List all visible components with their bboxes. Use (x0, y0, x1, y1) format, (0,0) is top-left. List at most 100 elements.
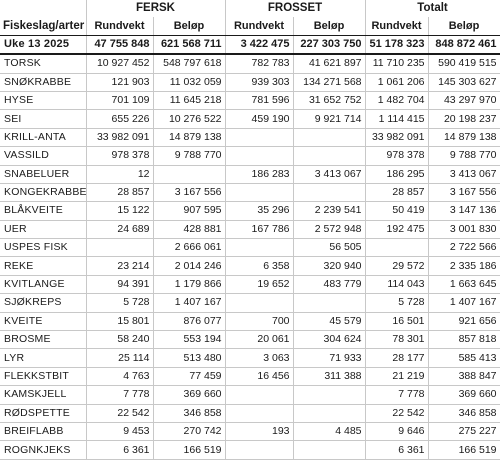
cell-frosset-belop: 311 388 (293, 367, 366, 387)
cell-totalt-belop: 388 847 (428, 367, 500, 387)
table-row: HYSE 701 109 11 645 218 781 596 31 652 752 1 … (0, 91, 500, 111)
cell-fersk-rundvekt: 25 114 (86, 348, 154, 368)
species-name: KVEITE (0, 312, 87, 332)
cell-totalt-rundvekt: 1 061 206 (365, 73, 429, 92)
cell-totalt-belop: 3 147 136 (428, 201, 500, 221)
species-name: KAMSKJELL (0, 385, 87, 405)
cell-fersk-rundvekt: 33 982 091 (86, 128, 154, 148)
cell-totalt-belop: 590 419 515 (428, 54, 500, 74)
species-name: SJØKREPS (0, 293, 87, 313)
cell-totalt-rundvekt: 28 857 (365, 183, 429, 203)
cell-totalt-belop: 2 722 566 (428, 238, 500, 258)
cell-totalt-belop: 43 297 970 (428, 91, 500, 111)
cell-fersk-belop: 2 014 246 (153, 256, 226, 276)
cell-fersk-belop: 548 797 618 (153, 54, 226, 74)
table-row: SEI 655 226 10 276 522 459 190 9 921 714 1 11… (0, 109, 500, 129)
cell-fersk-rundvekt: 10 927 452 (86, 54, 154, 74)
table-row: LYR 25 114 513 480 3 063 71 933 28 177 585 413 (0, 348, 500, 368)
cell-fersk-belop (153, 165, 226, 184)
species-name: KONGEKRABBE (0, 183, 87, 203)
species-name: BLÅKVEITE (0, 201, 87, 221)
cell-fersk-rundvekt: 9 453 (86, 422, 154, 442)
cell-fersk-belop: 10 276 522 (153, 109, 226, 129)
totals-row: Uke 13 2025 47 755 848 621 568 711 3 422… (0, 35, 500, 56)
cell-totalt-belop: 275 227 (428, 422, 500, 442)
group-header-row: FERSK FROSSET Totalt (0, 0, 500, 18)
species-name: KVITLANGE (0, 275, 87, 295)
cell-totalt-rundvekt: 28 177 (365, 348, 429, 368)
cell-fersk-belop: 369 660 (153, 385, 226, 405)
cell-frosset-belop: 2 239 541 (293, 201, 366, 221)
column-header-frosset-belop: Beløp (293, 17, 366, 36)
species-column-header: Fiskeslag/arter (0, 17, 87, 36)
cell-totalt-belop: 585 413 (428, 348, 500, 368)
cell-totalt-rundvekt: 33 982 091 (365, 128, 429, 148)
cell-totalt-rundvekt (365, 238, 429, 258)
cell-fersk-belop: 2 666 061 (153, 238, 226, 258)
total-totalt-rundvekt: 51 178 323 (365, 35, 429, 56)
cell-fersk-belop: 11 645 218 (153, 91, 226, 111)
cell-totalt-rundvekt: 29 572 (365, 256, 429, 276)
cell-totalt-belop: 2 335 186 (428, 256, 500, 276)
cell-frosset-rundvekt: 186 283 (225, 165, 294, 184)
cell-fersk-belop: 907 595 (153, 201, 226, 221)
cell-fersk-rundvekt (86, 238, 154, 258)
species-name: VASSILD (0, 146, 87, 166)
cell-frosset-rundvekt: 700 (225, 312, 294, 332)
cell-frosset-belop (293, 440, 366, 460)
cell-totalt-belop: 3 001 830 (428, 220, 500, 240)
species-name: HYSE (0, 91, 87, 111)
table-row: ROGNKJEKS 6 361 166 519 6 361 166 519 (0, 440, 500, 460)
cell-frosset-rundvekt: 193 (225, 422, 294, 442)
cell-fersk-belop: 876 077 (153, 312, 226, 332)
cell-frosset-rundvekt: 3 063 (225, 348, 294, 368)
cell-totalt-rundvekt: 6 361 (365, 440, 429, 460)
table-row: SNØKRABBE 121 903 11 032 059 939 303 134 271… (0, 73, 500, 92)
column-header-fersk-belop: Beløp (153, 17, 226, 36)
cell-frosset-belop (293, 293, 366, 313)
cell-fersk-rundvekt: 6 361 (86, 440, 154, 460)
cell-frosset-belop: 56 505 (293, 238, 366, 258)
cell-fersk-rundvekt: 655 226 (86, 109, 154, 129)
species-name: SNØKRABBE (0, 73, 87, 92)
species-name: UER (0, 220, 87, 240)
cell-frosset-belop: 304 624 (293, 330, 366, 350)
cell-frosset-belop: 483 779 (293, 275, 366, 295)
cell-fersk-belop: 1 179 866 (153, 275, 226, 295)
cell-totalt-belop: 145 303 627 (428, 73, 500, 92)
species-name: SNABELUER (0, 165, 87, 184)
cell-fersk-rundvekt: 121 903 (86, 73, 154, 92)
species-name: KRILL-ANTA (0, 128, 87, 148)
total-frosset-rundvekt: 3 422 475 (225, 35, 294, 56)
cell-frosset-rundvekt: 782 783 (225, 54, 294, 74)
cell-frosset-rundvekt: 35 296 (225, 201, 294, 221)
cell-frosset-belop: 134 271 568 (293, 73, 366, 92)
cell-fersk-belop: 1 407 167 (153, 293, 226, 313)
cell-totalt-rundvekt: 978 378 (365, 146, 429, 166)
cell-totalt-belop: 369 660 (428, 385, 500, 405)
table-row: TORSK 10 927 452 548 797 618 782 783 41 621 … (0, 54, 500, 74)
total-totalt-belop: 848 872 461 (428, 35, 500, 56)
table-row: SJØKREPS 5 728 1 407 167 5 728 1 407 167 (0, 293, 500, 313)
cell-frosset-belop (293, 385, 366, 405)
cell-fersk-rundvekt: 24 689 (86, 220, 154, 240)
cell-frosset-rundvekt: 20 061 (225, 330, 294, 350)
table-row: SNABELUER 12 186 283 3 413 067 186 295 3 413 … (0, 165, 500, 184)
cell-fersk-rundvekt: 978 378 (86, 146, 154, 166)
cell-frosset-belop: 31 652 752 (293, 91, 366, 111)
cell-frosset-belop: 4 485 (293, 422, 366, 442)
cell-fersk-rundvekt: 701 109 (86, 91, 154, 111)
cell-frosset-belop: 320 940 (293, 256, 366, 276)
cell-totalt-belop: 3 413 067 (428, 165, 500, 184)
cell-fersk-belop: 77 459 (153, 367, 226, 387)
cell-totalt-rundvekt: 9 646 (365, 422, 429, 442)
totals-label: Uke 13 2025 (0, 35, 87, 56)
table-row: BREIFLABB 9 453 270 742 193 4 485 9 646 275 22… (0, 422, 500, 442)
column-header-fersk-rundvekt: Rundvekt (86, 17, 154, 36)
table-row: USPES FISK 2 666 061 56 505 2 722 566 (0, 238, 500, 258)
species-name: TORSK (0, 54, 87, 74)
cell-fersk-belop: 270 742 (153, 422, 226, 442)
cell-totalt-belop: 20 198 237 (428, 109, 500, 129)
